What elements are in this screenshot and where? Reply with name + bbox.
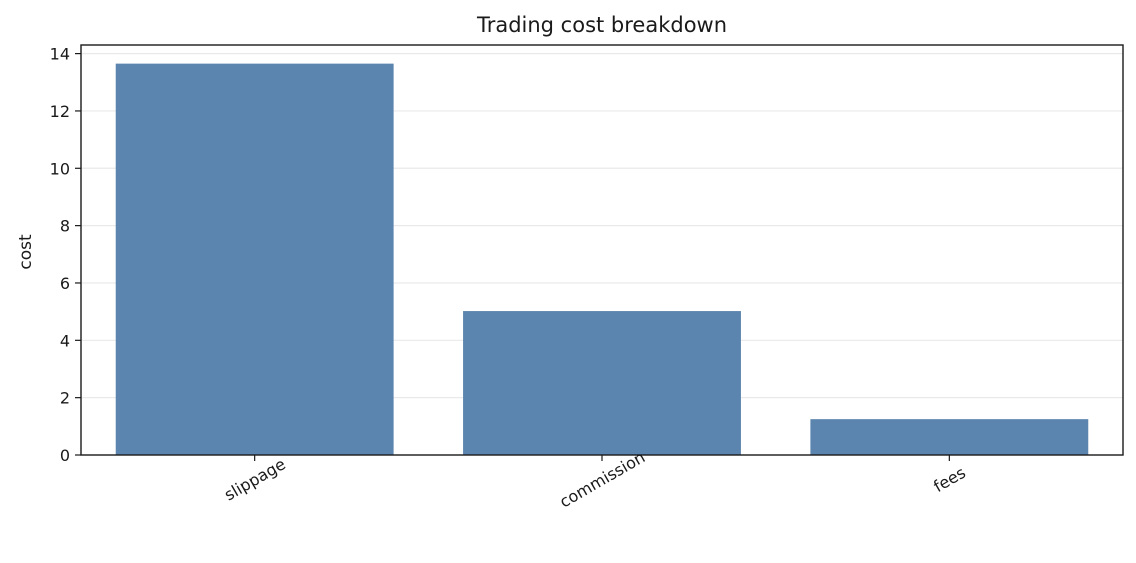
y-tick-label: 12 <box>50 102 70 121</box>
x-ticks: slippage commission fees <box>221 447 969 511</box>
y-tick-label: 8 <box>60 217 70 236</box>
y-tick-label: 14 <box>50 45 70 64</box>
y-tick-label: 0 <box>60 446 70 465</box>
x-tick-label: fees <box>930 463 969 496</box>
x-tick-label: slippage <box>221 454 289 504</box>
y-tick-label: 10 <box>50 159 70 178</box>
bars <box>115 63 1089 456</box>
y-axis-label: cost <box>16 234 36 270</box>
y-ticks: 0 2 4 6 8 10 12 14 <box>50 45 81 465</box>
bar-commission <box>463 311 741 455</box>
y-tick-label: 6 <box>60 274 70 293</box>
y-tick-label: 4 <box>60 331 70 350</box>
bar-slippage <box>115 63 394 456</box>
bar-fees <box>810 419 1089 455</box>
chart-title: Trading cost breakdown <box>476 13 727 37</box>
y-tick-label: 2 <box>60 389 70 408</box>
